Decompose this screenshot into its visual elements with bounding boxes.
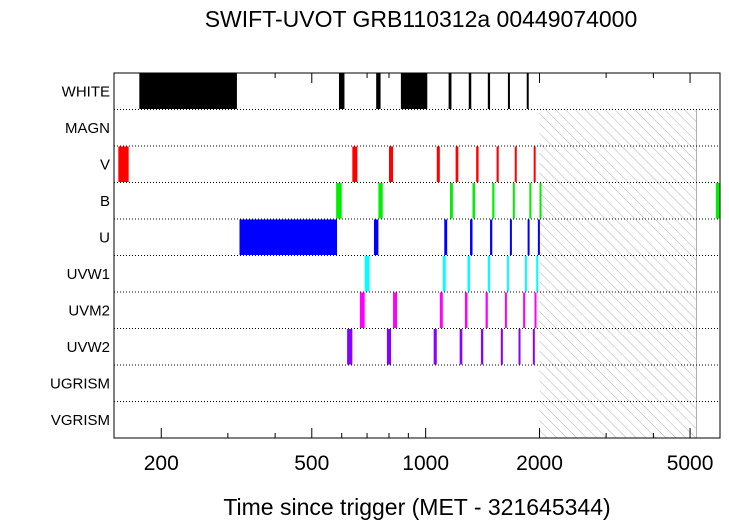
filter-label-uvw2: UVW2 [67,339,110,356]
exposure-bar-uvw2 [480,329,484,365]
exposure-bar-v [533,146,536,182]
filter-label-white: WHITE [62,83,110,100]
filter-labels: WHITE MAGN V B U UVW1 UVM2 UVW2 UGRISM VGRISM [50,83,110,429]
exposure-bar-white [507,73,510,109]
exposure-bar-white [338,73,345,109]
unavailable-region [539,109,697,438]
x-tick-label-1000: 1000 [402,452,449,475]
filter-label-v: V [100,156,110,173]
exposure-bar-uvw1 [364,256,370,292]
chart-title: SWIFT-UVOT GRB110312a 00449074000 [205,6,638,32]
exposure-bar-uvw1 [506,256,509,292]
exposure-bar-b [450,183,453,219]
exposure-bar-uvw1 [487,256,491,292]
x-axis-label: Time since trigger (MET - 321645344) [223,494,610,520]
exposure-bar-white [526,73,529,109]
exposure-bar-b [378,183,383,219]
exposure-bar-v [455,146,459,182]
exposure-bar-uvw2 [433,329,437,365]
exposure-bar-uvw2 [500,329,503,365]
exposure-bar-uvw2 [532,329,535,365]
exposure-bar-b [715,183,720,219]
exposure-bar-v [476,146,479,182]
exposure-bar-uvm2 [393,292,398,328]
exposure-bar-uvw2 [347,329,353,365]
x-tick-label-2000: 2000 [516,452,563,475]
exposure-bars [118,73,720,365]
exposure-bar-uvw2 [386,329,392,365]
exposure-bar-white [448,73,452,109]
exposure-bar-white [468,73,472,109]
x-tick-label-200: 200 [144,452,179,475]
exposure-bar-white [139,73,237,109]
filter-label-uvm2: UVM2 [68,302,110,319]
x-axis-ticks [160,73,721,438]
exposure-bar-v [436,146,440,182]
exposure-bar-uvm2 [485,292,488,328]
exposure-bar-v [352,146,358,182]
plot-frame [113,72,721,439]
exposure-bar-u [527,219,530,255]
exposure-bar-b [472,183,475,219]
exposure-bar-uvm2 [464,292,468,328]
exposure-bar-b [512,183,515,219]
exposure-bar-v [118,146,129,182]
exposure-bar-uvw1 [442,256,446,292]
exposure-bar-v [514,146,517,182]
exposure-bar-white [376,73,381,109]
filter-label-vgrism: VGRISM [51,412,110,429]
exposure-bar-uvw2 [518,329,521,365]
exposure-bar-uvw1 [467,256,471,292]
filter-label-u: U [99,229,110,246]
filter-label-uvw1: UVW1 [67,266,110,283]
exposure-bar-u [470,219,473,255]
hatched-region [539,109,697,438]
filter-label-magn: MAGN [65,120,110,137]
exposure-bar-u [239,219,338,255]
filter-label-b: B [100,193,110,210]
x-axis-tick-labels: 200 500 1000 2000 5000 [144,452,714,475]
exposure-bar-uvm2 [504,292,507,328]
exposure-bar-uvm2 [534,292,537,328]
exposure-bar-v [496,146,499,182]
exposure-bar-uvm2 [439,292,443,328]
exposure-bar-white [400,73,428,109]
exposure-bar-u [537,219,540,255]
exposure-bar-u [509,219,512,255]
x-tick-label-5000: 5000 [667,452,714,475]
exposure-bar-b [336,183,342,219]
exposure-bar-u [490,219,493,255]
exposure-bar-uvw1 [536,256,539,292]
exposure-bar-u [444,219,448,255]
row-separators [114,109,720,402]
exposure-bar-uvm2 [359,292,365,328]
exposure-bar-white [487,73,491,109]
exposure-bar-b [539,183,542,219]
exposure-bar-b [492,183,495,219]
exposure-bar-u [373,219,379,255]
exposure-bar-uvw2 [459,329,463,365]
exposure-bar-b [529,183,532,219]
exposure-bar-v [388,146,394,182]
exposure-bar-uvm2 [523,292,526,328]
filter-label-ugrism: UGRISM [50,375,110,392]
x-tick-label-500: 500 [294,452,329,475]
exposure-bar-uvw1 [524,256,527,292]
